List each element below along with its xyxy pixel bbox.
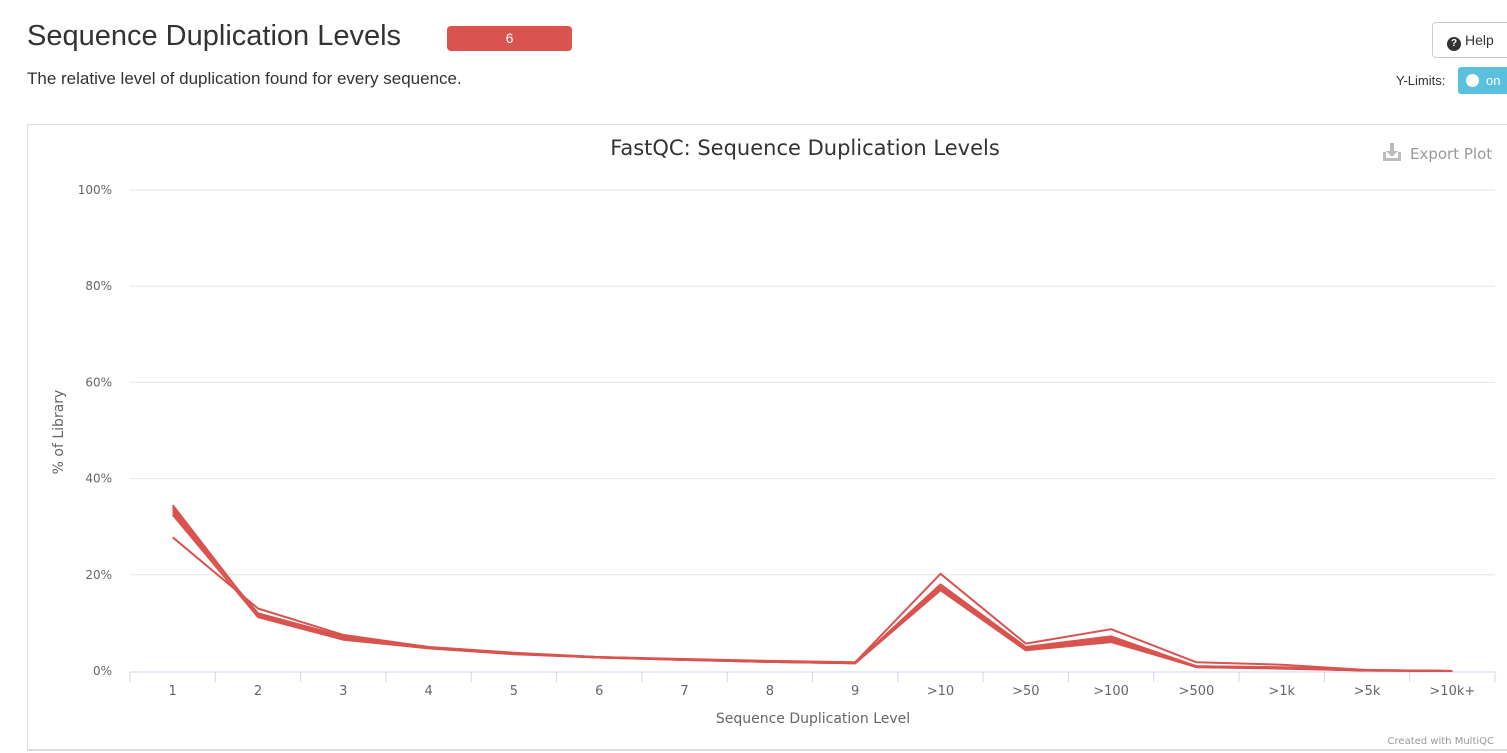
section-description: The relative level of duplication found … [27,69,462,88]
grid-lines [130,189,1495,576]
y-tick-label: 80% [85,279,112,293]
series-line[interactable] [172,536,1453,672]
x-tick-label: >500 [1179,684,1215,699]
x-tick-label: >50 [1012,684,1039,699]
series-lines [171,504,1453,672]
help-label: Help [1465,32,1494,48]
y-tick-label: 100% [78,183,112,197]
series-line[interactable] [171,504,1453,672]
toggle-label: on [1486,73,1501,88]
y-tick-label: 60% [85,375,112,389]
x-tick-label: 4 [424,684,432,699]
question-circle-icon: ? [1447,37,1461,51]
series-line[interactable] [171,506,1453,672]
sample-count-badge: 6 [447,26,572,51]
chart-title: FastQC: Sequence Duplication Levels [610,136,1000,160]
y-tick-label: 20% [85,568,112,582]
export-plot-button[interactable]: Export Plot [1383,143,1492,163]
download-icon [1383,143,1401,161]
y-tick-label: 40% [85,472,112,486]
x-axis-ticks: 1 2 3 4 5 6 7 8 9 >10 >50 >100 >500 >1k >5k >10k+ [129,672,1496,699]
y-limits-toggle[interactable]: on [1458,67,1507,94]
x-tick-label: 7 [680,684,688,699]
x-tick-label: 9 [851,684,859,699]
export-plot-label: Export Plot [1410,145,1492,163]
x-tick-label: 3 [339,684,347,699]
toggle-knob [1466,74,1479,87]
y-axis-ticks: 0% 20% 40% 60% 80% 100% [78,183,112,678]
x-tick-label: 5 [510,684,518,699]
section-title: Sequence Duplication Levels [27,20,402,52]
x-tick-label: 6 [595,684,603,699]
x-tick-label: >5k [1354,684,1381,699]
y-limits-label: Y-Limits: [1396,73,1446,88]
series-line[interactable] [171,509,1453,672]
series-line[interactable] [171,511,1453,672]
x-axis-label: Sequence Duplication Level [716,711,910,727]
x-tick-label: >10 [927,684,954,699]
y-axis-label: % of Library [51,390,67,475]
x-tick-label: >1k [1268,684,1295,699]
help-button[interactable]: ? Help [1432,22,1507,58]
series-line[interactable] [171,514,1453,672]
plot-container [27,124,1507,751]
multiqc-credit: Created with MultiQC [1388,736,1494,747]
y-tick-label: 0% [93,664,112,678]
x-tick-label: 2 [254,684,262,699]
x-tick-label: >100 [1093,684,1129,699]
x-tick-label: >10k+ [1429,684,1475,699]
x-tick-label: 8 [766,684,774,699]
x-tick-label: 1 [169,684,177,699]
